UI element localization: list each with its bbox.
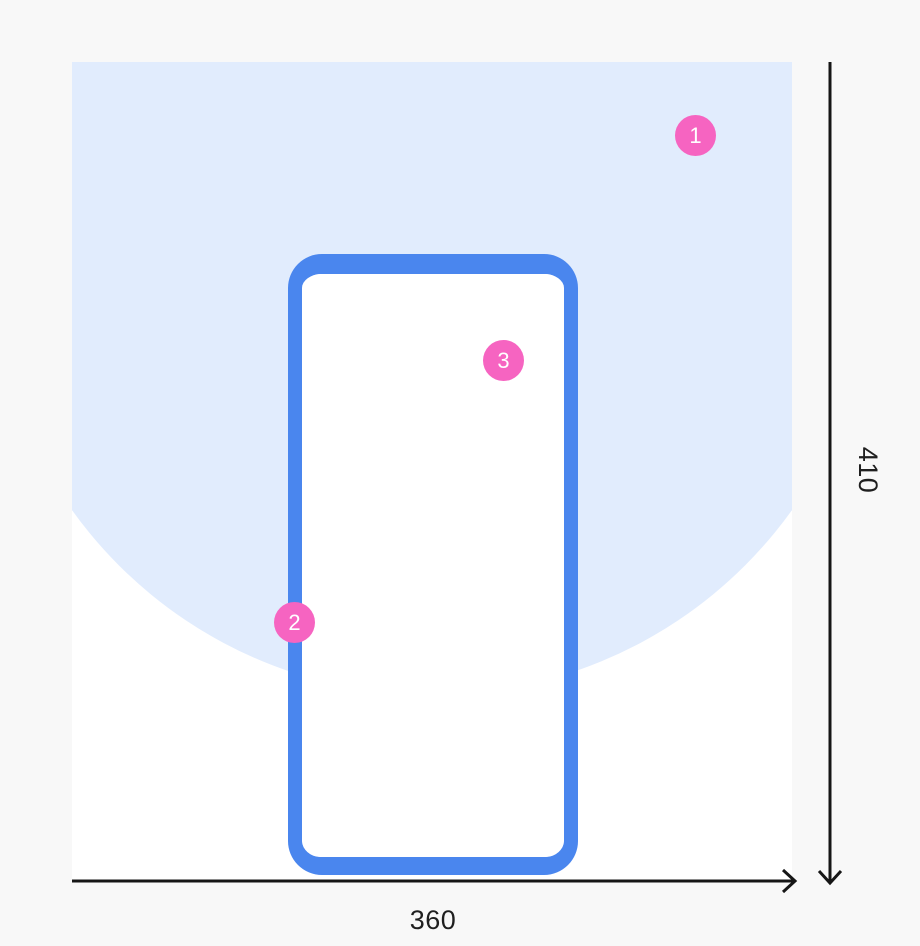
callout-marker-2-label: 2 — [288, 609, 301, 635]
callout-marker-1: 1 — [675, 115, 716, 156]
callout-marker-2: 2 — [274, 602, 315, 643]
height-dimension-line — [817, 62, 843, 886]
arrow-down-icon — [817, 869, 843, 886]
device-frame — [288, 254, 578, 875]
callout-marker-3-label: 3 — [497, 347, 510, 373]
width-dimension-label: 360 — [409, 905, 457, 935]
height-dimension-label: 410 — [853, 446, 883, 494]
viewport-canvas — [72, 62, 792, 882]
width-dimension-line — [72, 868, 798, 894]
arrow-right-icon — [781, 868, 798, 894]
device-screen — [302, 274, 564, 857]
callout-marker-3: 3 — [483, 340, 524, 381]
callout-marker-1-label: 1 — [689, 122, 702, 148]
